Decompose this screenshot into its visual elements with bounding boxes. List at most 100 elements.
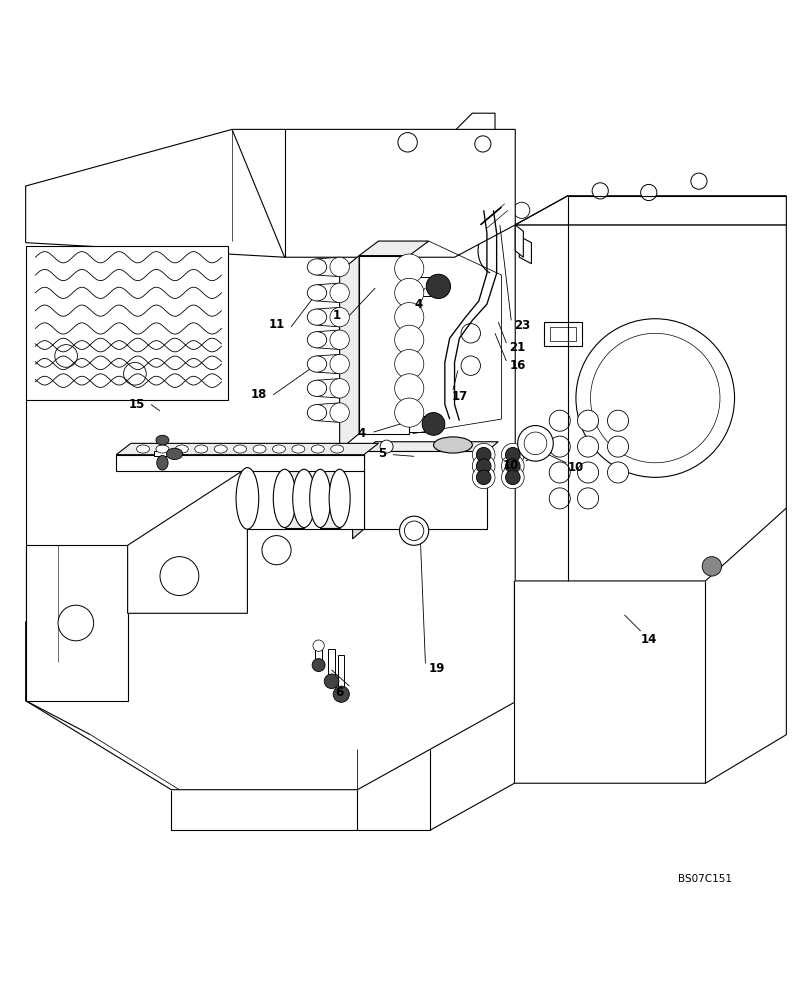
Circle shape [380,440,393,453]
Text: 10: 10 [503,459,519,472]
Circle shape [575,319,734,477]
Text: 4: 4 [357,427,365,440]
Circle shape [607,410,628,431]
Ellipse shape [272,445,285,453]
Polygon shape [320,469,339,528]
Ellipse shape [307,405,326,421]
Polygon shape [352,451,363,539]
Circle shape [123,362,146,385]
Circle shape [476,459,491,473]
Ellipse shape [214,445,227,453]
Circle shape [404,521,423,540]
Circle shape [513,202,529,218]
Ellipse shape [307,285,326,301]
Circle shape [394,374,423,403]
Circle shape [505,459,520,473]
Text: 4: 4 [414,298,423,311]
Circle shape [394,278,423,307]
Text: 18: 18 [251,388,267,401]
Ellipse shape [156,445,169,453]
Polygon shape [549,327,575,341]
Ellipse shape [166,448,182,460]
Circle shape [501,455,524,477]
Ellipse shape [307,380,326,396]
Polygon shape [339,256,358,450]
Circle shape [640,184,656,201]
Circle shape [590,333,719,463]
Ellipse shape [433,437,472,453]
Ellipse shape [330,445,343,453]
Circle shape [548,462,569,483]
Circle shape [394,398,423,427]
Polygon shape [285,469,303,528]
Circle shape [399,283,418,303]
Circle shape [394,349,423,379]
Ellipse shape [309,469,330,528]
Text: 11: 11 [268,318,285,331]
Circle shape [472,466,495,489]
Ellipse shape [307,259,326,275]
Circle shape [702,557,721,576]
Circle shape [312,640,324,651]
Circle shape [607,436,628,457]
Circle shape [394,325,423,354]
Polygon shape [232,129,515,257]
Circle shape [329,307,349,327]
Polygon shape [247,468,363,529]
Polygon shape [363,451,487,529]
Circle shape [329,330,349,349]
Circle shape [524,432,546,455]
Circle shape [329,379,349,398]
Ellipse shape [307,309,326,325]
Text: 16: 16 [508,359,526,372]
Circle shape [329,354,349,374]
Circle shape [476,447,491,462]
Text: 23: 23 [514,319,530,332]
Ellipse shape [157,455,168,470]
Text: 1: 1 [333,309,341,322]
Circle shape [472,455,495,477]
Circle shape [461,356,480,375]
Polygon shape [316,307,339,327]
Polygon shape [316,283,339,303]
Circle shape [426,274,450,299]
Circle shape [394,254,423,283]
Circle shape [591,183,607,199]
Circle shape [399,330,418,349]
Polygon shape [160,442,165,451]
Polygon shape [363,442,498,451]
Polygon shape [515,225,523,257]
Text: 15: 15 [129,398,145,411]
Circle shape [548,436,569,457]
Circle shape [333,686,349,702]
Circle shape [517,426,552,461]
Polygon shape [316,257,339,277]
Circle shape [399,403,418,422]
Circle shape [329,403,349,422]
Polygon shape [315,644,321,662]
Circle shape [577,488,598,509]
Circle shape [505,447,520,462]
Polygon shape [337,655,344,691]
Circle shape [311,659,324,672]
Ellipse shape [175,445,188,453]
Text: BS07C151: BS07C151 [677,874,732,884]
Polygon shape [26,545,127,701]
Circle shape [476,470,491,485]
Polygon shape [26,246,228,400]
Polygon shape [116,455,363,471]
Circle shape [324,674,338,689]
Text: 19: 19 [428,662,444,675]
Circle shape [399,307,418,327]
Text: 17: 17 [451,390,467,403]
Circle shape [399,379,418,398]
Ellipse shape [307,356,326,372]
Circle shape [329,283,349,303]
Circle shape [58,605,93,641]
Polygon shape [316,330,339,349]
Polygon shape [116,443,378,455]
Circle shape [54,345,77,367]
Circle shape [160,557,199,595]
Circle shape [501,443,524,466]
Polygon shape [328,649,334,678]
